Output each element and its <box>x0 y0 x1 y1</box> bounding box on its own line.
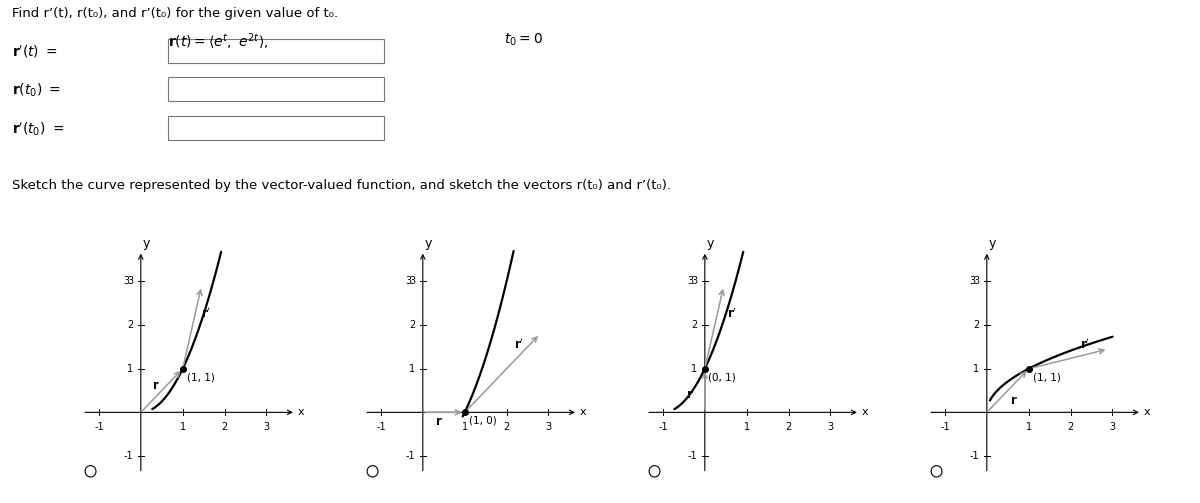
Text: 2: 2 <box>504 422 510 432</box>
Text: 3: 3 <box>122 276 130 286</box>
Text: 1: 1 <box>462 422 468 432</box>
Text: 3: 3 <box>973 276 979 286</box>
Text: -1: -1 <box>376 422 385 432</box>
Text: x: x <box>580 407 587 417</box>
Text: -1: -1 <box>688 451 697 461</box>
Text: (0, 1): (0, 1) <box>708 372 736 382</box>
Text: (1, 0): (1, 0) <box>469 416 497 426</box>
Text: $\mathbf{r}(t_0)\ =$: $\mathbf{r}(t_0)\ =$ <box>12 82 61 100</box>
Text: y: y <box>989 237 996 250</box>
Text: 2: 2 <box>973 320 979 330</box>
Text: $\mathbf{r}'$: $\mathbf{r}'$ <box>200 307 211 321</box>
Text: -1: -1 <box>970 451 979 461</box>
Text: Sketch the curve represented by the vector-valued function, and sketch the vecto: Sketch the curve represented by the vect… <box>12 179 671 192</box>
Text: 3: 3 <box>686 276 694 286</box>
Text: 2: 2 <box>1068 422 1074 432</box>
Text: (1, 1): (1, 1) <box>1033 372 1061 382</box>
Text: $\mathbf{r}'(t_0)\ =$: $\mathbf{r}'(t_0)\ =$ <box>12 121 65 138</box>
Text: $\mathbf{r}$: $\mathbf{r}$ <box>151 379 160 392</box>
Text: 3: 3 <box>828 422 834 432</box>
Text: 3: 3 <box>546 422 552 432</box>
Text: -1: -1 <box>940 422 949 432</box>
Text: 2: 2 <box>409 320 415 330</box>
Text: Find r’(t), r(t₀), and r’(t₀) for the given value of t₀.: Find r’(t), r(t₀), and r’(t₀) for the gi… <box>12 7 338 20</box>
Text: 3: 3 <box>127 276 133 286</box>
Text: 3: 3 <box>1110 422 1116 432</box>
Text: y: y <box>707 237 714 250</box>
Text: 2: 2 <box>127 320 133 330</box>
Text: 1: 1 <box>691 364 697 374</box>
FancyBboxPatch shape <box>168 116 384 140</box>
Text: 3: 3 <box>264 422 270 432</box>
Text: $\mathbf{r}$$(t) = \langle e^t,\ e^{2t}\rangle,$: $\mathbf{r}$$(t) = \langle e^t,\ e^{2t}\… <box>168 31 269 52</box>
Text: 3: 3 <box>409 276 415 286</box>
Text: 3: 3 <box>691 276 697 286</box>
Text: $\mathbf{r}'$: $\mathbf{r}'$ <box>727 307 737 321</box>
Text: 1: 1 <box>973 364 979 374</box>
Text: x: x <box>862 407 869 417</box>
Text: $\mathbf{r}$: $\mathbf{r}$ <box>1010 394 1018 406</box>
Text: 1: 1 <box>127 364 133 374</box>
Text: 1: 1 <box>409 364 415 374</box>
Text: 3: 3 <box>968 276 976 286</box>
Text: $\mathbf{r}'(t)\ =$: $\mathbf{r}'(t)\ =$ <box>12 43 58 60</box>
Text: x: x <box>298 407 305 417</box>
Text: $\mathbf{r}$: $\mathbf{r}$ <box>686 387 694 400</box>
Text: -1: -1 <box>406 451 415 461</box>
Text: 1: 1 <box>744 422 750 432</box>
Text: y: y <box>143 237 150 250</box>
FancyBboxPatch shape <box>168 39 384 63</box>
Text: 2: 2 <box>222 422 228 432</box>
Text: -1: -1 <box>658 422 667 432</box>
Text: 2: 2 <box>786 422 792 432</box>
Text: 3: 3 <box>404 276 412 286</box>
Text: $\mathbf{r}$: $\mathbf{r}$ <box>434 415 443 429</box>
Text: 2: 2 <box>691 320 697 330</box>
Text: $t_0 = 0$: $t_0 = 0$ <box>504 31 542 48</box>
Text: (1, 1): (1, 1) <box>187 372 215 382</box>
Text: $\mathbf{r}'$: $\mathbf{r}'$ <box>514 338 524 352</box>
Text: 1: 1 <box>180 422 186 432</box>
Text: $\mathbf{r}'$: $\mathbf{r}'$ <box>1080 338 1091 352</box>
Text: -1: -1 <box>124 451 133 461</box>
Text: 1: 1 <box>1026 422 1032 432</box>
FancyBboxPatch shape <box>168 77 384 102</box>
Text: y: y <box>425 237 432 250</box>
Text: -1: -1 <box>94 422 103 432</box>
Text: x: x <box>1144 407 1151 417</box>
